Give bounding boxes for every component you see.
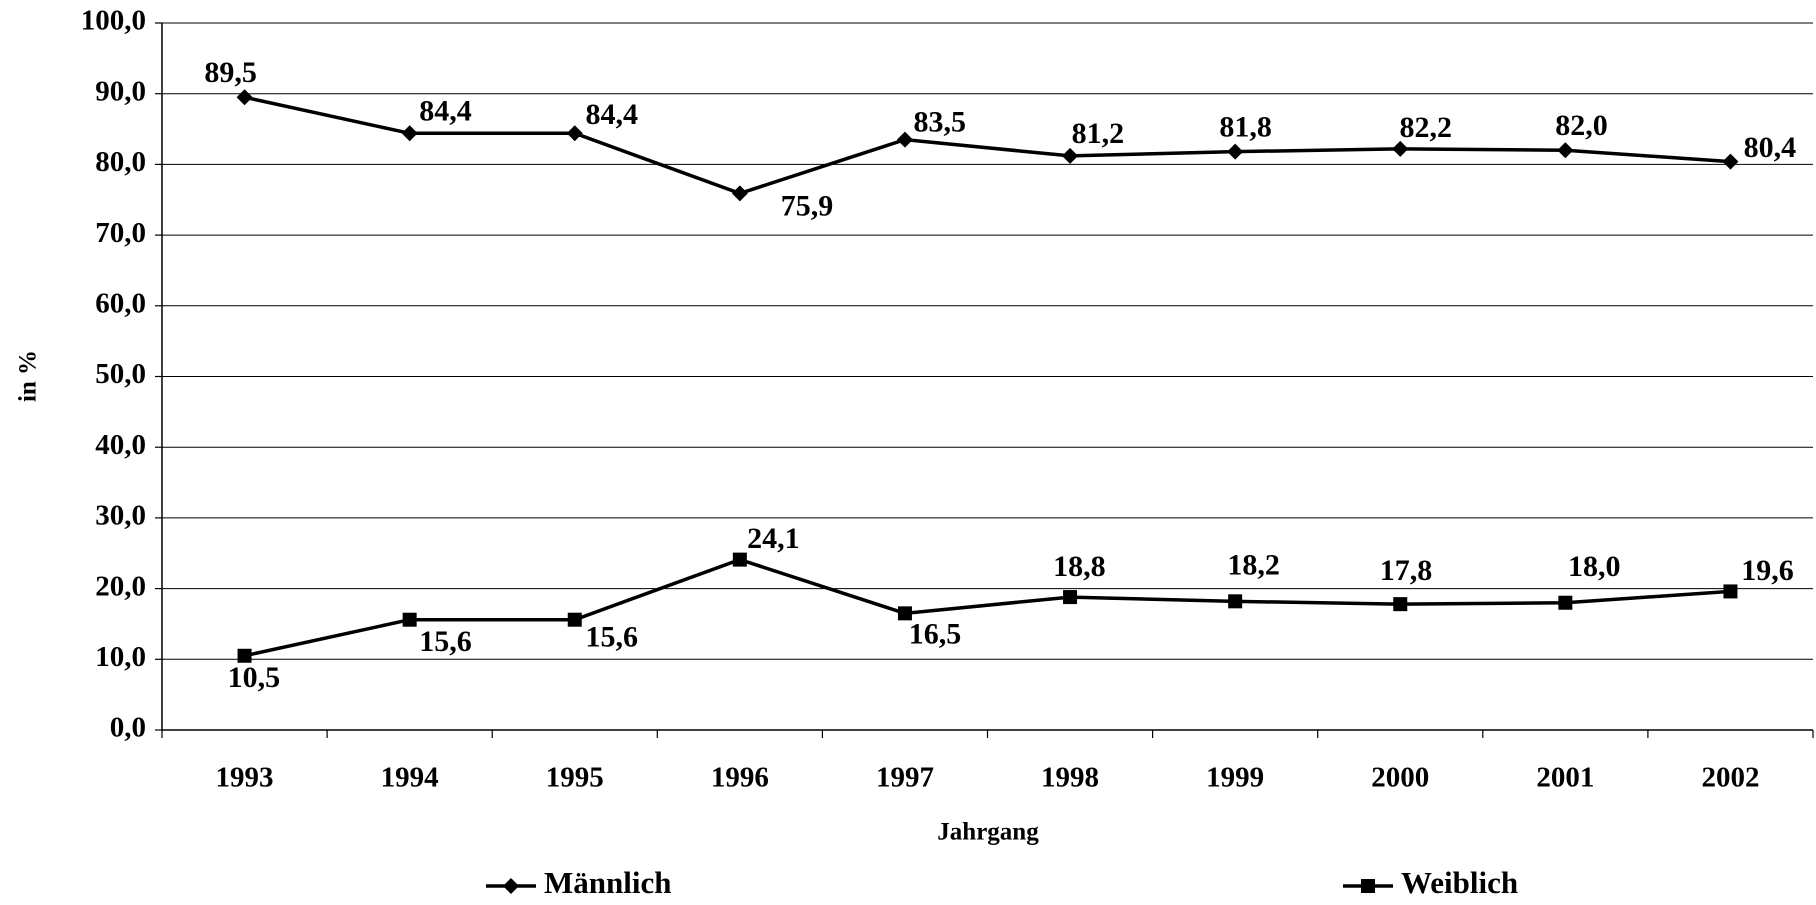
data-point	[236, 89, 253, 106]
data-label: 18,8	[1053, 550, 1106, 583]
data-label: 83,5	[913, 105, 966, 138]
data-label: 82,0	[1555, 109, 1608, 142]
data-label: 17,8	[1380, 554, 1433, 587]
series-line	[244, 557, 1731, 658]
data-label: 16,5	[909, 617, 962, 650]
data-label: 18,2	[1227, 549, 1280, 582]
y-tick-label: 90,0	[95, 75, 146, 107]
x-tick-label: 1996	[711, 762, 769, 794]
y-tick-label: 50,0	[95, 358, 146, 390]
data-point	[566, 125, 583, 142]
data-point	[1063, 590, 1078, 605]
x-tick-label: 1995	[546, 762, 604, 794]
y-tick-label: 20,0	[95, 570, 146, 602]
y-axis-label: in %	[15, 350, 42, 402]
legend-marker	[1361, 879, 1375, 893]
data-point	[1392, 140, 1409, 157]
data-label: 82,2	[1399, 111, 1452, 144]
x-tick-label: 1993	[216, 762, 274, 794]
data-point	[1557, 142, 1574, 159]
y-tick-label: 10,0	[95, 641, 146, 673]
data-point	[402, 612, 417, 627]
data-label: 19,6	[1741, 554, 1794, 587]
y-tick-label: 40,0	[95, 429, 146, 461]
data-point	[1723, 584, 1738, 599]
x-tick-label: 1997	[876, 762, 934, 794]
y-tick-label: 0,0	[110, 712, 146, 744]
data-point	[1228, 594, 1243, 609]
legend-label: Männlich	[544, 865, 671, 900]
data-point	[896, 131, 913, 148]
x-tick-label: 2001	[1536, 762, 1594, 794]
data-point	[897, 606, 912, 621]
series-line	[244, 95, 1731, 196]
data-label: 81,8	[1219, 111, 1272, 144]
data-label: 81,2	[1072, 117, 1125, 150]
x-tick-label: 1994	[381, 762, 439, 794]
y-tick-label: 60,0	[95, 287, 146, 319]
data-point	[732, 552, 747, 567]
legend-label: Weiblich	[1401, 865, 1518, 900]
data-label: 84,4	[586, 98, 639, 131]
y-tick-label: 80,0	[95, 146, 146, 178]
data-label: 75,9	[781, 189, 834, 222]
data-label: 80,4	[1744, 131, 1797, 164]
data-point	[401, 125, 418, 142]
data-label: 24,1	[747, 522, 800, 555]
x-tick-label: 2000	[1371, 762, 1429, 794]
data-point	[1558, 595, 1573, 610]
data-point	[731, 185, 748, 202]
data-label: 15,6	[586, 620, 639, 653]
data-point	[1227, 143, 1244, 160]
x-tick-label: 1998	[1041, 762, 1099, 794]
data-label: 10,5	[228, 661, 281, 694]
data-point	[1722, 153, 1739, 170]
data-point	[1393, 597, 1408, 612]
x-axis-label: Jahrgang	[937, 819, 1039, 846]
data-point	[1062, 147, 1079, 164]
y-tick-label: 30,0	[95, 500, 146, 532]
data-label: 18,0	[1568, 550, 1621, 583]
y-tick-label: 100,0	[81, 5, 146, 37]
data-point	[237, 648, 252, 663]
data-label: 15,6	[419, 625, 472, 658]
x-tick-label: 1999	[1206, 762, 1264, 794]
x-tick-label: 2002	[1701, 762, 1759, 794]
legend-marker	[503, 878, 519, 894]
data-point	[567, 612, 582, 627]
y-tick-label: 70,0	[95, 217, 146, 249]
data-label: 84,4	[419, 94, 472, 127]
data-label: 89,5	[204, 56, 257, 89]
